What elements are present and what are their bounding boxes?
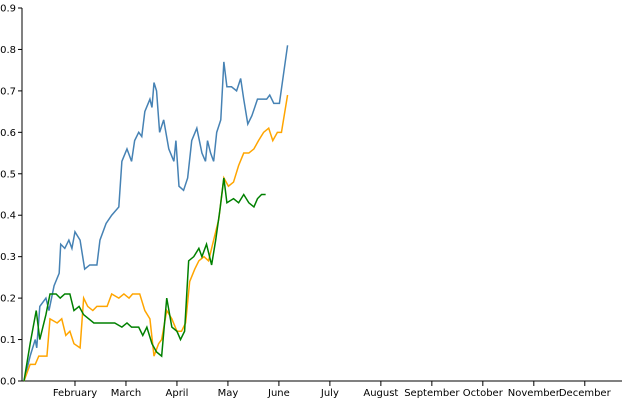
x-tick-label: May <box>218 388 239 399</box>
x-tick-label: March <box>111 388 141 399</box>
x-tick-label: July <box>320 388 339 399</box>
x-tick-label: April <box>166 388 189 399</box>
y-tick-label: 0.0 <box>0 377 16 388</box>
y-tick-label: 0.6 <box>0 128 16 139</box>
series-line <box>23 94 289 382</box>
series-line <box>23 45 289 382</box>
y-tick-label: 0.8 <box>0 45 16 56</box>
x-tick-label: November <box>508 388 561 399</box>
x-tick-label: February <box>53 388 97 399</box>
y-tick-label: 0.4 <box>0 211 16 222</box>
x-tick-label: June <box>267 388 290 399</box>
y-tick-label: 0.5 <box>0 169 16 180</box>
x-tick-label: September <box>404 388 460 399</box>
y-tick-label: 0.7 <box>0 86 16 97</box>
x-tick-label: October <box>463 388 504 399</box>
x-tick-label: August <box>363 388 398 399</box>
y-tick-label: 0.3 <box>0 252 16 263</box>
y-tick-label: 0.1 <box>0 335 16 346</box>
x-tick-label: December <box>559 388 612 399</box>
series-line <box>23 177 266 382</box>
y-tick-label: 0.2 <box>0 294 16 305</box>
y-tick-label: 0.9 <box>0 4 16 15</box>
